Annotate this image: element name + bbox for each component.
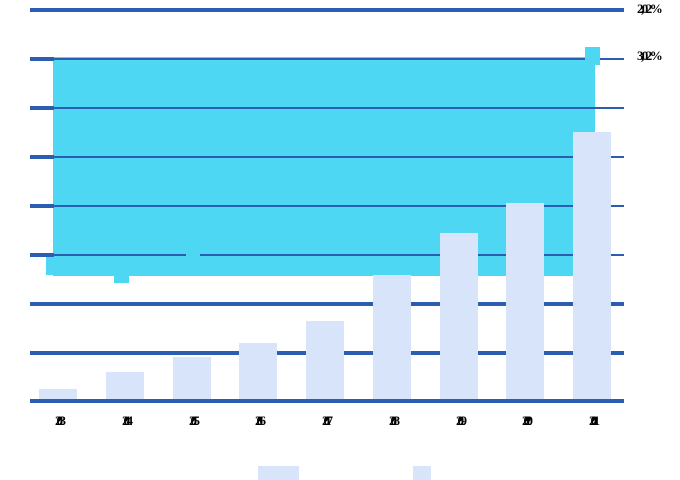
x-axis-label-2019: 2019 (456, 413, 467, 428)
x-axis-label-2015: 2015 (189, 413, 200, 428)
bar-2017 (306, 321, 344, 399)
x-axis-label-2014: 2014 (122, 413, 133, 428)
right-axis-label: 3,02% (637, 48, 663, 63)
line-marker (46, 257, 54, 275)
bar-2020 (506, 203, 544, 399)
line-band-body (53, 57, 595, 276)
x-axis-label-2013: 2013 (55, 413, 66, 428)
bar-2014 (106, 372, 144, 399)
bar-2019 (440, 233, 478, 399)
axis-tick (30, 57, 54, 61)
bar-2018 (373, 275, 411, 399)
x-axis-label-2017: 2017 (322, 413, 333, 428)
gridline (53, 156, 624, 158)
bar-2021 (573, 132, 611, 399)
bar-2016 (239, 343, 277, 399)
bar-2013 (39, 389, 77, 399)
gridline (53, 205, 624, 207)
bar-2015 (173, 357, 211, 399)
line-marker (186, 250, 200, 256)
legend-swatch[interactable] (258, 466, 299, 480)
x-axis-line (30, 399, 624, 403)
right-axis-label: 2,02% (637, 1, 663, 16)
line-marker (114, 269, 129, 283)
gridline (30, 302, 624, 306)
x-axis-label-2016: 2016 (255, 413, 266, 428)
x-axis-label-2021: 2021 (589, 413, 600, 428)
gridline (53, 107, 624, 109)
x-axis-label-2018: 2018 (389, 413, 400, 428)
axis-tick (30, 155, 54, 159)
axis-tick (30, 106, 54, 110)
gridline (30, 8, 624, 12)
gridline (53, 58, 624, 60)
axis-tick (30, 204, 54, 208)
legend-swatch[interactable] (413, 466, 431, 480)
line-marker (585, 47, 600, 65)
axis-tick (30, 253, 54, 257)
gridline (53, 254, 624, 256)
x-axis-label-2020: 2020 (522, 413, 533, 428)
